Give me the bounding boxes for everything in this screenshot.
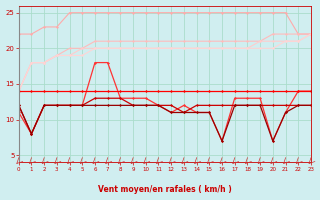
X-axis label: Vent moyen/en rafales ( km/h ): Vent moyen/en rafales ( km/h ) bbox=[98, 185, 232, 194]
